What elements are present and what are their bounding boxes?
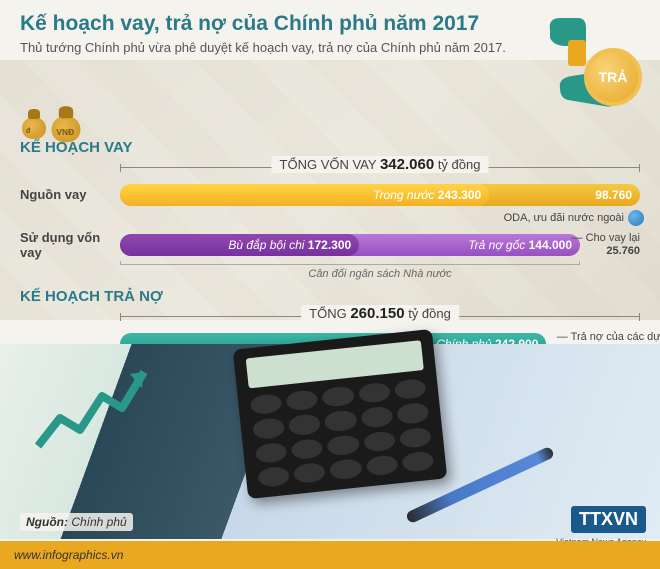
ttxvn-logo: TTXVN	[571, 506, 646, 533]
globe-icon	[628, 210, 644, 226]
section-borrow: đ VNĐ KẾ HOẠCH VAY TỔNG VỐN VAY 342.060 …	[20, 107, 640, 278]
section-borrow-label: KẾ HOẠCH VAY	[20, 139, 640, 156]
tra-badge: TRẢ	[584, 48, 642, 106]
row-sudung-vonvay: Sử dụng vốn vay Trả nợ gốc 144.000 Bù đắ…	[20, 230, 640, 260]
bar-sudung-boichi: Bù đắp bội chi 172.300	[120, 234, 359, 256]
footer-site: www.infographics.vn	[14, 548, 123, 562]
calculator-icon	[233, 329, 448, 499]
arrow-up-chart-icon	[30, 358, 160, 463]
total-repay-bracket: TỔNG 260.150 tỷ đồng	[120, 307, 640, 325]
bracket-candoi: Cân đối ngân sách Nhà nước	[120, 264, 640, 278]
data-source: Nguồn: Chính phủ	[20, 513, 133, 531]
total-borrow-bracket: TỔNG VỐN VAY 342.060 tỷ đồng	[120, 158, 640, 176]
moneybag-icon: đ	[20, 107, 48, 139]
footer-bar: www.infographics.vn	[0, 541, 660, 569]
moneybag-icon: VNĐ	[49, 104, 83, 142]
row-nguon-vay: Nguồn vay 98.760 Trong nước 243.300 ODA,…	[20, 182, 640, 208]
section-repay-label: KẾ HOẠCH TRẢ NỢ	[20, 288, 640, 305]
bottom-photo-collage	[0, 344, 660, 539]
bar-nguon-vay-trongnuoc: Trong nước 243.300	[120, 184, 489, 206]
